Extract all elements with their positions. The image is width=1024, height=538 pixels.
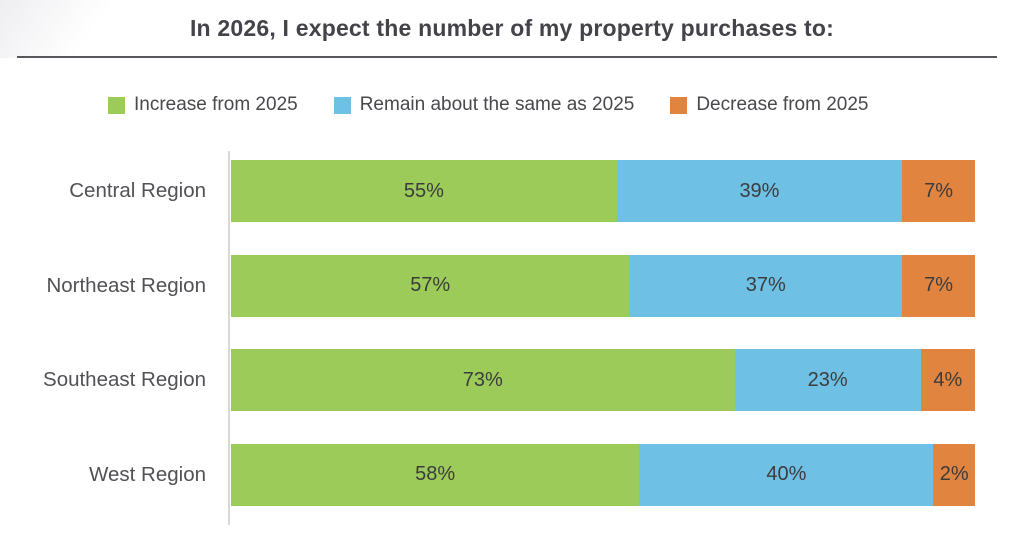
value-label: 40%: [766, 463, 807, 485]
legend-item-2: Decrease from 2025: [670, 94, 868, 116]
category-label: Central Region: [69, 179, 206, 202]
value-label: 37%: [745, 274, 786, 296]
category-label: Northeast Region: [46, 273, 206, 297]
bar-segment-2: 7%: [902, 160, 975, 222]
value-label: 55%: [403, 179, 444, 202]
value-label: 58%: [415, 463, 456, 485]
value-label: 39%: [739, 179, 780, 202]
bar-track: 57% 37% 7%: [231, 254, 976, 317]
bar-track: 73% 23% 4%: [231, 349, 976, 411]
bar-segment-2: 2%: [933, 443, 975, 506]
y-axis-line: [228, 151, 230, 525]
chart-title: In 2026, I expect the number of my prope…: [189, 15, 835, 41]
value-label: 57%: [410, 274, 451, 296]
chart-row: Central Region 55% 39% 7%: [0, 160, 1024, 222]
bar-segment-1: 39%: [616, 160, 903, 222]
value-label: 23%: [807, 368, 848, 391]
bar-segment-1: 37%: [629, 254, 903, 317]
bar-segment-1: 40%: [639, 443, 934, 506]
bar-segment-2: 4%: [920, 349, 976, 411]
chart-row: West Region 58% 40% 2%: [0, 443, 1024, 506]
value-label: 7%: [924, 179, 953, 202]
bar-segment-0: 73%: [231, 349, 735, 411]
bar-segment-0: 58%: [231, 443, 640, 506]
chart-rows: Central Region 55% 39% 7% Northeast Region 57…: [0, 160, 1024, 506]
category-label: Southeast Region: [43, 368, 206, 391]
legend-item-label: Remain about the same as 2025: [359, 94, 635, 115]
value-label: 73%: [462, 368, 503, 391]
bar-segment-0: 57%: [231, 254, 630, 317]
legend-item-label: Decrease from 2025: [696, 94, 869, 115]
bar-segment-0: 55%: [231, 160, 617, 222]
category-label: West Region: [89, 462, 206, 486]
legend-swatch-icon: [333, 96, 351, 114]
bar-track: 55% 39% 7%: [231, 160, 975, 222]
value-label: 2%: [939, 463, 969, 485]
legend-item-0: Increase from 2025: [108, 94, 298, 116]
chart-row: Northeast Region 57% 37% 7%: [0, 254, 1024, 317]
bar-segment-1: 23%: [734, 349, 921, 411]
bar-segment-2: 7%: [902, 254, 976, 317]
bar-track: 58% 40% 2%: [231, 443, 975, 506]
legend: Increase from 2025 Remain about the same …: [108, 94, 868, 116]
legend-swatch-icon: [670, 96, 688, 114]
value-label: 4%: [933, 368, 963, 391]
legend-item-label: Increase from 2025: [134, 94, 298, 115]
value-label: 7%: [924, 274, 953, 296]
title-divider: [17, 56, 997, 58]
legend-item-1: Remain about the same as 2025: [333, 94, 635, 116]
legend-swatch-icon: [108, 96, 125, 114]
chart-row: Southeast Region 73% 23% 4%: [0, 349, 1024, 411]
